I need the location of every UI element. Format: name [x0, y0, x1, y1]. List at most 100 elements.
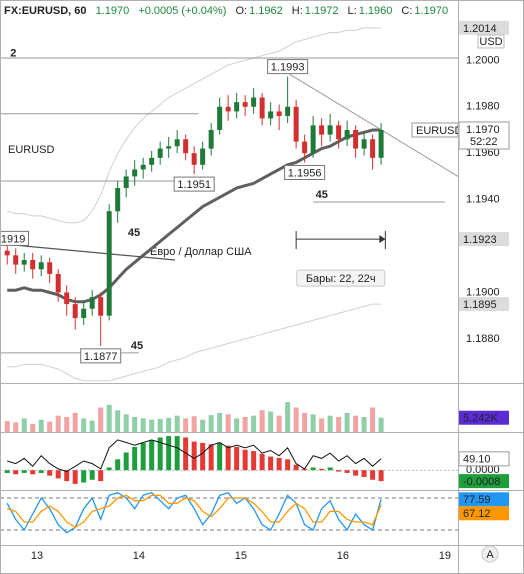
y-tick-label: 1.1940	[466, 194, 500, 206]
histogram-bar	[30, 470, 36, 475]
ohlc-key: O:	[235, 5, 247, 17]
volume-bar	[327, 415, 333, 432]
volume-bar	[30, 423, 36, 432]
candle-body	[81, 308, 87, 319]
histogram-bar	[217, 442, 223, 471]
ohlc-key: L:	[348, 5, 357, 17]
countdown: 52:22	[470, 136, 498, 148]
histogram-bar	[285, 459, 291, 471]
volume-bar	[115, 410, 121, 432]
volume-bar	[310, 414, 316, 432]
candle-body	[234, 102, 240, 112]
price-label-box	[459, 297, 509, 312]
volume-bar	[183, 418, 189, 432]
price-label: 1.1923	[463, 234, 497, 246]
candle-body	[293, 106, 299, 142]
ohlc-value: 1.1960	[359, 5, 393, 17]
indicator-line	[7, 303, 382, 382]
candle-body	[310, 125, 316, 154]
histogram-bar	[242, 449, 248, 471]
histogram-bar	[293, 464, 299, 471]
histogram-bar	[4, 470, 10, 473]
candle-body	[72, 304, 78, 319]
histogram-bar	[115, 459, 121, 471]
candle-body	[217, 106, 223, 130]
x-tick-label: 16	[337, 550, 349, 562]
volume-bar	[259, 410, 265, 432]
symbol: FX:EURUSD, 60	[4, 5, 87, 17]
histogram-bar	[140, 442, 146, 471]
volume-pane	[4, 402, 384, 432]
candle-body	[166, 146, 172, 149]
volume-bar	[106, 404, 112, 432]
price-label-box	[459, 232, 509, 247]
measure-arrow	[379, 235, 386, 244]
volume-bar	[81, 418, 87, 432]
histogram-bar	[106, 467, 112, 471]
histogram-bar	[174, 436, 180, 471]
note-label: 1.1951	[177, 179, 211, 191]
change: +0.0005 (+0.04%)	[138, 5, 226, 17]
note-box	[0, 230, 29, 246]
stochastic-label-box	[459, 492, 509, 507]
candle-body	[268, 111, 274, 119]
volume-bar	[89, 420, 95, 432]
histogram-bar	[157, 437, 163, 471]
ohlc-value: 1.1962	[249, 5, 283, 17]
candle-body	[191, 153, 197, 165]
histogram-bar	[251, 451, 257, 471]
volume-bar	[302, 412, 308, 432]
stochastic-label: 67.12	[463, 508, 491, 520]
candle-body	[208, 129, 214, 149]
candle-body	[225, 106, 231, 112]
candle-body	[157, 148, 163, 158]
histogram-bar	[353, 470, 359, 476]
stochastic-pane	[0, 491, 458, 534]
histogram-bar	[310, 467, 316, 471]
badge: 45	[128, 227, 140, 239]
candle-body	[4, 250, 10, 256]
candle-body	[285, 106, 291, 117]
histogram-bar	[344, 470, 350, 473]
histogram-bar	[361, 470, 367, 478]
indicator-line	[7, 27, 382, 224]
volume-bar	[157, 418, 163, 432]
badge: 2	[10, 47, 16, 59]
volume-bar	[38, 419, 44, 432]
candle-body	[353, 129, 359, 149]
y-tick-label: 1.1880	[466, 333, 500, 345]
volume-bar	[191, 416, 197, 432]
candle-body	[64, 292, 70, 305]
volume-bar	[64, 417, 70, 432]
symbol-label: EURUSD	[416, 125, 463, 137]
candle-body	[361, 139, 367, 149]
histogram-bar	[64, 470, 70, 482]
last: 1.1970	[96, 5, 130, 17]
histogram-bar	[302, 468, 308, 471]
volume-bar	[55, 415, 61, 432]
candle-body	[30, 259, 36, 270]
auto-scale-label[interactable]: A	[486, 549, 494, 561]
candle-body	[140, 164, 146, 170]
candle-body	[98, 297, 104, 316]
note-label: 1.1919	[0, 233, 25, 245]
candle-body	[242, 102, 248, 107]
volume-bar	[268, 411, 274, 432]
candle-body	[21, 259, 27, 265]
price-axis: 1.2000 1.1980 1.1960 1.1940 1.1900 1.1880 1.20…	[458, 20, 510, 521]
volume-bar	[174, 415, 180, 432]
volume-bar	[336, 417, 342, 432]
candle-body	[302, 141, 308, 154]
header-bg	[1, 2, 457, 20]
auto-scale-button[interactable]	[481, 545, 499, 563]
candle-body	[370, 139, 376, 158]
histogram-bar	[200, 442, 206, 471]
candle-body	[55, 273, 61, 293]
measure-label: Бары: 22, 22ч	[306, 273, 376, 285]
note-box	[173, 176, 215, 192]
histogram-bar	[149, 440, 155, 471]
volume-bar	[208, 415, 214, 432]
candle-body	[123, 176, 129, 189]
